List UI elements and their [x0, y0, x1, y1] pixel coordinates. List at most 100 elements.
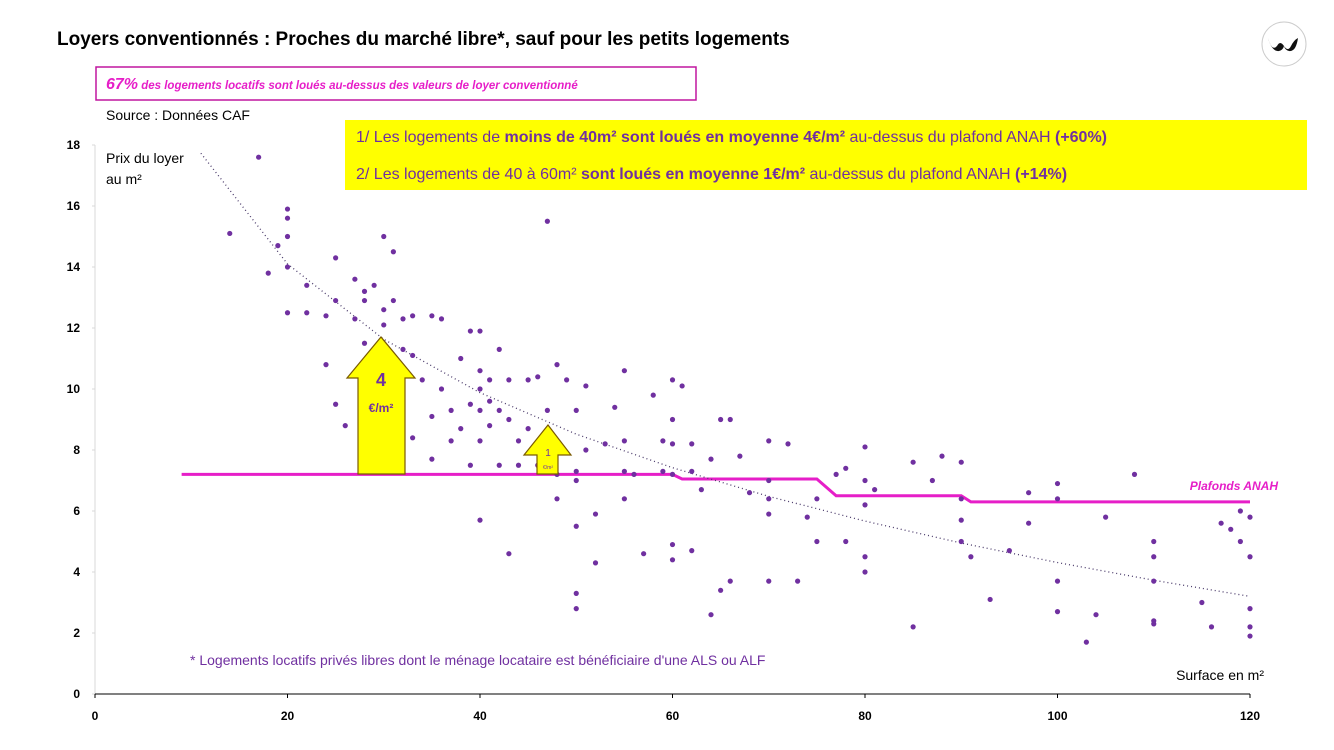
point [515, 438, 522, 444]
point [458, 355, 464, 362]
point [361, 297, 368, 304]
point [429, 313, 435, 319]
point [410, 435, 416, 441]
point [429, 456, 435, 462]
point [573, 523, 579, 529]
point [602, 441, 608, 447]
point [573, 407, 579, 413]
x-tick-label: 80 [858, 709, 872, 723]
point [448, 438, 454, 444]
point [872, 487, 878, 493]
point [390, 249, 396, 255]
point [1093, 612, 1099, 618]
point [477, 438, 483, 444]
point [1218, 520, 1224, 526]
line-label: Plafonds ANAH [1190, 479, 1279, 493]
y-tick-label: 6 [73, 504, 80, 518]
point [1151, 554, 1157, 560]
point [621, 368, 627, 374]
point [689, 468, 695, 474]
point [843, 538, 849, 545]
y-tick-label: 18 [67, 138, 81, 152]
point [718, 416, 724, 423]
y-tick-label: 4 [73, 565, 80, 579]
point [708, 612, 714, 618]
point [554, 362, 560, 368]
y-tick-label: 16 [67, 199, 81, 213]
point [766, 496, 772, 502]
point [737, 453, 743, 459]
point [746, 490, 753, 496]
point [939, 453, 945, 459]
point [641, 551, 647, 557]
point [573, 590, 579, 596]
point [467, 401, 473, 407]
point [535, 374, 541, 380]
point [958, 517, 964, 523]
point [381, 233, 387, 240]
point [352, 316, 358, 322]
point [381, 322, 387, 328]
x-tick-label: 100 [1047, 709, 1067, 723]
y-tick-label: 12 [67, 321, 81, 335]
x-tick-label: 120 [1240, 709, 1260, 723]
banner-text: des logements locatifs sont loués au-des… [138, 80, 578, 92]
point [400, 316, 406, 322]
trend-line [200, 152, 1251, 598]
x-axis-title: Surface en m² [1176, 667, 1264, 683]
point [573, 468, 579, 474]
point [477, 517, 483, 523]
point [1199, 599, 1205, 606]
point [910, 624, 916, 630]
callout-part: moins de 40m² sont loués en moyenne 4€/m… [505, 129, 846, 146]
point [1026, 490, 1032, 496]
point [669, 471, 676, 477]
callout-line: 2/ Les logements de 40 à 60m² sont loués… [356, 166, 1067, 183]
point [323, 313, 329, 319]
y-tick-label: 0 [73, 687, 80, 701]
x-tick-label: 40 [473, 709, 487, 723]
point [573, 606, 579, 612]
point [1208, 624, 1215, 630]
point [333, 297, 339, 304]
point [342, 423, 348, 429]
y-tick-label: 10 [67, 382, 81, 396]
point [843, 465, 849, 471]
point [256, 154, 262, 160]
callout-part: au-dessus du plafond ANAH [805, 166, 1015, 183]
callout-line: 1/ Les logements de moins de 40m² sont l… [356, 129, 1107, 146]
y-tick-label: 14 [67, 260, 81, 274]
point [766, 578, 772, 584]
point [766, 477, 772, 484]
point [804, 514, 810, 520]
point [265, 270, 271, 276]
y-axis-title: Prix du loyer au m² [106, 150, 184, 187]
point [487, 377, 493, 383]
point [1083, 639, 1089, 645]
point [958, 496, 964, 502]
point [795, 578, 801, 584]
point [958, 538, 964, 545]
point [862, 502, 868, 508]
point [1026, 520, 1032, 526]
point [515, 462, 522, 468]
point [525, 377, 531, 383]
point [669, 416, 676, 423]
point [1006, 548, 1012, 554]
point [958, 459, 964, 465]
arrow-unit: €/m² [369, 401, 394, 415]
callout-part: 2/ Les logements de 40 à 60m² [356, 166, 581, 183]
point [1054, 496, 1061, 502]
point [554, 496, 560, 502]
point [862, 444, 868, 450]
point [506, 377, 512, 383]
point [573, 477, 579, 484]
point [660, 438, 666, 444]
point [419, 377, 425, 383]
point [1247, 554, 1253, 560]
point [1054, 609, 1061, 615]
point [525, 426, 531, 432]
point [371, 282, 377, 288]
y-axis-title-line: au m² [106, 171, 142, 187]
arrow-value: 1 [545, 448, 551, 459]
